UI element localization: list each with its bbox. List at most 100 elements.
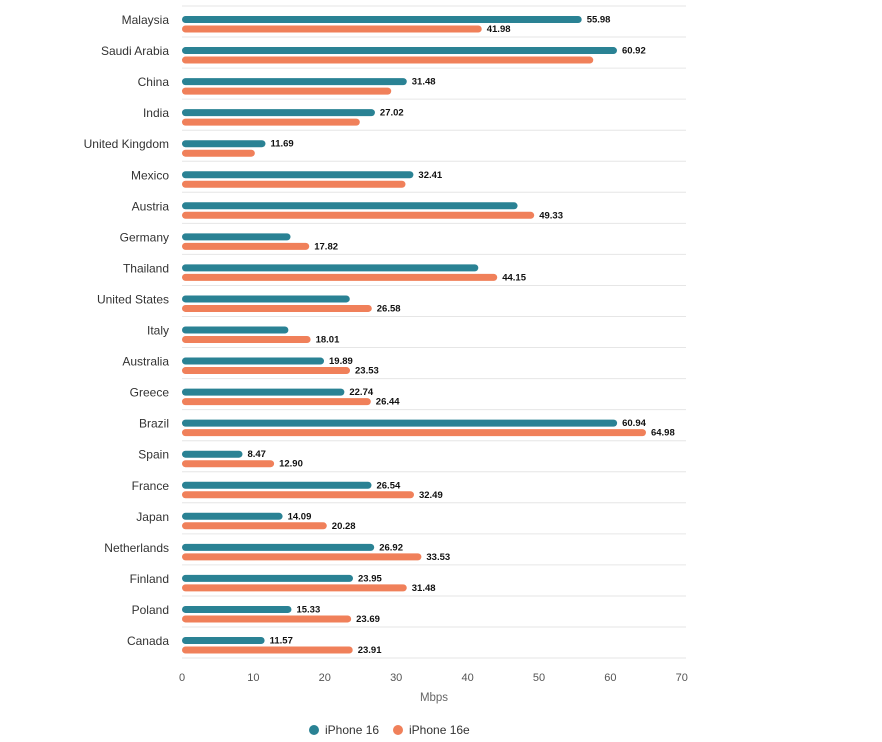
bar[interactable] (182, 242, 310, 250)
bar[interactable] (182, 637, 265, 644)
data-label: 23.69 (356, 614, 380, 625)
gridlines (182, 5, 686, 659)
category-labels: Malaysia Saudi Arabia China India United Kin… (84, 13, 170, 648)
data-label: 23.91 (358, 645, 382, 656)
bar[interactable] (182, 202, 518, 210)
category-label: United Kingdom (84, 137, 169, 151)
bar[interactable] (182, 149, 255, 157)
data-label: 64.98 (651, 428, 675, 439)
bar[interactable] (182, 615, 352, 623)
bar[interactable] (182, 295, 350, 303)
bar[interactable] (182, 304, 372, 312)
data-label: 49.33 (539, 210, 563, 221)
bar[interactable] (182, 25, 482, 33)
category-label: Germany (120, 230, 169, 244)
bar[interactable] (182, 646, 353, 654)
legend-item-label[interactable]: iPhone 16 (325, 723, 379, 737)
bar[interactable] (182, 605, 292, 613)
data-label: 11.57 (270, 636, 293, 647)
bar[interactable] (182, 326, 289, 334)
bar[interactable] (182, 398, 371, 406)
bar[interactable] (182, 180, 406, 188)
bar[interactable] (182, 553, 422, 561)
bar[interactable] (182, 429, 646, 437)
data-label: 31.48 (412, 77, 436, 88)
bar[interactable] (182, 211, 535, 219)
category-label: Saudi Arabia (101, 44, 169, 58)
legend-marker (309, 725, 319, 735)
bar[interactable] (182, 512, 283, 520)
bar[interactable] (182, 367, 351, 375)
data-label: 60.92 (622, 46, 646, 57)
bar[interactable] (182, 357, 325, 365)
x-tick-label: 50 (533, 672, 545, 684)
bar[interactable] (182, 574, 354, 582)
data-label: 11.69 (270, 139, 293, 150)
data-label: 17.82 (314, 241, 338, 252)
data-label: 27.02 (380, 108, 404, 119)
bar[interactable] (182, 140, 266, 148)
x-tick-label: 0 (179, 672, 185, 684)
bar[interactable] (182, 273, 498, 281)
bar[interactable] (182, 419, 618, 427)
bar[interactable] (182, 522, 327, 530)
data-label: 14.09 (288, 511, 312, 522)
category-label: Austria (132, 199, 170, 213)
category-label: Poland (132, 603, 169, 617)
category-label: Thailand (123, 261, 169, 275)
bar[interactable] (182, 481, 372, 489)
category-label: Australia (122, 355, 169, 369)
category-label: France (132, 479, 170, 493)
data-label: 12.90 (279, 459, 303, 470)
legend-marker (393, 725, 403, 735)
data-label: 26.58 (377, 303, 401, 314)
bar[interactable] (182, 118, 360, 126)
category-label: India (143, 106, 169, 120)
data-label: 32.49 (419, 490, 443, 501)
data-label: 19.89 (329, 356, 353, 367)
bar[interactable] (182, 264, 479, 272)
legend[interactable]: iPhone 16 iPhone 16e (309, 723, 470, 737)
bar[interactable] (182, 78, 407, 86)
data-label: 23.95 (358, 573, 382, 584)
data-label: 23.53 (355, 366, 379, 377)
bar[interactable] (182, 584, 407, 592)
value-labels: 55.98 41.98 60.92 31.48 27.02 11.69 32.41 49.33… (247, 15, 674, 657)
x-tick-label: 10 (247, 672, 259, 684)
data-label: 31.48 (412, 583, 436, 594)
bar[interactable] (182, 47, 617, 55)
bar[interactable] (182, 109, 375, 117)
category-label: Canada (127, 634, 169, 648)
category-label: Brazil (139, 417, 169, 431)
data-label: 26.92 (379, 542, 403, 553)
data-label: 18.01 (316, 335, 340, 346)
category-label: Italy (147, 324, 169, 338)
bar[interactable] (182, 87, 392, 95)
bars (182, 16, 646, 654)
x-axis-ticks: 0 10 20 30 40 50 60 70 (179, 672, 688, 684)
category-label: Finland (130, 572, 169, 586)
legend-item-label[interactable]: iPhone 16e (409, 723, 470, 737)
data-label: 55.98 (587, 15, 611, 26)
data-label: 41.98 (487, 24, 511, 35)
bar[interactable] (182, 450, 243, 458)
bar[interactable] (182, 233, 291, 241)
category-label: China (138, 75, 170, 89)
bar[interactable] (182, 388, 345, 396)
bar[interactable] (182, 56, 594, 64)
bar[interactable] (182, 171, 414, 179)
bar[interactable] (182, 336, 311, 343)
x-tick-label: 70 (676, 672, 688, 684)
bar[interactable] (182, 543, 375, 551)
data-label: 33.53 (426, 552, 450, 563)
category-label: Spain (138, 448, 169, 462)
category-label: Malaysia (122, 13, 170, 27)
bar[interactable] (182, 460, 275, 468)
data-label: 15.33 (296, 604, 320, 615)
bar[interactable] (182, 16, 582, 23)
category-label: Mexico (131, 168, 169, 182)
data-label: 20.28 (332, 521, 356, 532)
x-tick-label: 40 (461, 672, 473, 684)
bar[interactable] (182, 491, 414, 499)
